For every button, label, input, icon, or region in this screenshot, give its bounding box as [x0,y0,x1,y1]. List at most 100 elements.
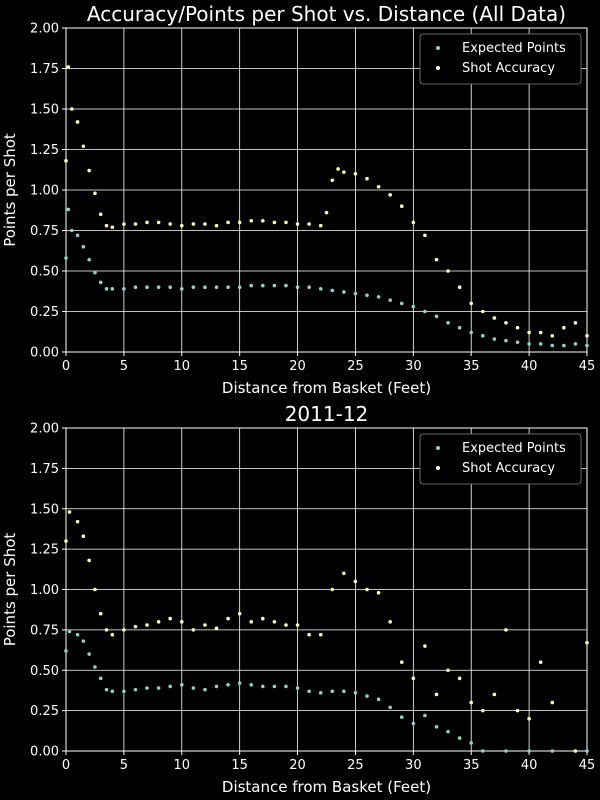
data-point [168,285,172,290]
legend-marker [436,466,440,470]
data-point [318,287,323,291]
data-point [562,325,566,330]
data-point [93,587,97,592]
data-point [469,700,474,705]
data-point [156,220,161,225]
y-axis-label: Points per Shot [1,533,19,647]
data-point [481,309,485,314]
data-point [110,287,115,291]
data-point [376,697,381,702]
data-point [284,684,288,689]
data-point [81,244,86,249]
data-point [504,321,508,325]
data-point [145,686,149,690]
x-tick-label: 20 [289,359,306,374]
data-point [133,687,138,692]
data-point [388,193,392,197]
x-tick-label: 15 [231,758,248,773]
data-point [122,628,126,632]
chart-title: 2011-12 [285,402,369,426]
data-point [446,321,450,325]
data-point [411,304,416,309]
x-tick-label: 30 [405,359,422,374]
data-point [423,713,427,718]
data-point [237,285,242,290]
data-point [538,330,543,335]
data-point [133,222,138,226]
data-point [261,616,265,621]
data-point [585,749,589,753]
data-point [573,749,578,753]
data-point [423,644,427,648]
data-point [399,301,404,306]
data-point [249,218,254,223]
y-tick-label: 0.25 [30,704,59,719]
data-point [353,579,358,584]
data-point [104,223,109,228]
legend-label: Expected Points [462,441,566,456]
data-point [93,665,97,669]
data-point [272,620,277,624]
legend-label: Expected Points [462,41,566,56]
data-point [434,692,439,697]
data-point [446,729,450,734]
y-tick-label: 2.00 [30,22,59,37]
data-point [434,314,439,319]
series-expected-points [64,629,589,753]
data-point [365,694,369,698]
x-tick-label: 45 [579,359,596,374]
chart-panel-all-data: 0 5 10 15 20 25 30 35 40 45 0.00 0.25 0.50 0.75 1.00 1.… [1,2,595,397]
data-point [307,632,311,637]
data-point [168,684,172,689]
data-point [330,178,335,183]
y-tick-label: 0.50 [30,664,59,679]
data-point [457,325,462,330]
data-point [98,676,103,681]
data-point [226,682,230,687]
data-point [573,321,578,325]
data-point [585,343,589,348]
data-point [98,280,103,285]
data-point [203,687,207,692]
series-expected-points [64,207,589,348]
data-point [179,620,184,624]
data-point [104,687,109,692]
data-point [226,220,230,225]
data-point [203,285,207,290]
data-point [388,620,392,624]
data-point [237,220,242,225]
data-point [272,684,277,689]
chart-title: Accuracy/Points per Shot vs. Distance (A… [87,2,566,26]
legend-label: Shot Accuracy [462,461,555,476]
x-tick-label: 35 [463,758,480,773]
data-point [295,686,300,690]
data-point [87,558,91,563]
y-tick-label: 1.00 [30,583,59,598]
data-point [87,257,91,262]
data-point [527,342,531,346]
series-shot-accuracy [64,65,589,338]
data-point [411,676,416,681]
x-tick-label: 15 [231,359,248,374]
y-tick-label: 1.75 [30,462,59,477]
data-point [214,626,219,631]
data-point [353,691,358,695]
data-point [504,628,508,632]
data-point [66,65,71,69]
data-point [156,620,161,624]
data-point [66,207,71,212]
data-point [168,616,172,621]
data-point [237,611,242,616]
data-point [388,705,392,710]
data-point [342,170,346,174]
data-point [191,628,196,632]
data-point [353,291,358,296]
data-point [342,290,346,294]
data-point [133,624,138,629]
x-tick-label: 0 [62,758,70,773]
data-point [191,686,196,690]
data-point [562,343,566,348]
data-point [376,184,381,189]
data-point [515,708,520,713]
